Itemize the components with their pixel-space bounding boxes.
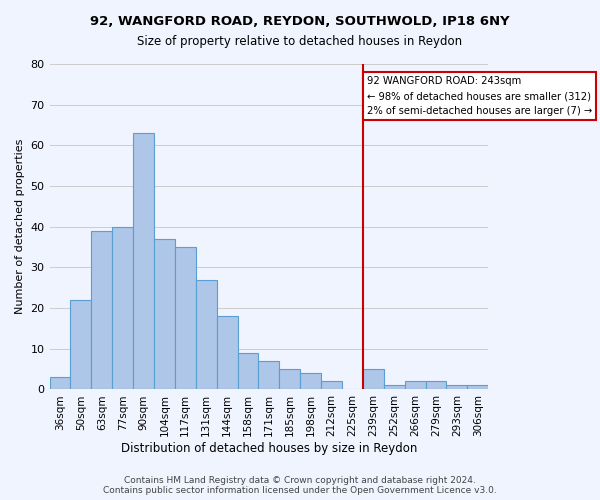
Bar: [133, 133, 154, 390]
Text: Contains HM Land Registry data © Crown copyright and database right 2024.
Contai: Contains HM Land Registry data © Crown c…: [103, 476, 497, 495]
Bar: [446, 386, 467, 390]
Text: 92, WANGFORD ROAD, REYDON, SOUTHWOLD, IP18 6NY: 92, WANGFORD ROAD, REYDON, SOUTHWOLD, IP…: [90, 15, 510, 28]
Bar: [91, 231, 112, 390]
Bar: [467, 386, 488, 390]
Bar: [70, 300, 91, 390]
Bar: [425, 382, 446, 390]
Bar: [321, 382, 342, 390]
Bar: [154, 239, 175, 390]
Bar: [50, 378, 70, 390]
Bar: [196, 280, 217, 390]
Bar: [404, 382, 425, 390]
Text: Size of property relative to detached houses in Reydon: Size of property relative to detached ho…: [137, 35, 463, 48]
Bar: [175, 247, 196, 390]
Bar: [112, 226, 133, 390]
X-axis label: Distribution of detached houses by size in Reydon: Distribution of detached houses by size …: [121, 442, 417, 455]
Bar: [363, 369, 384, 390]
Y-axis label: Number of detached properties: Number of detached properties: [15, 139, 25, 314]
Bar: [259, 361, 280, 390]
Bar: [280, 369, 300, 390]
Bar: [384, 386, 404, 390]
Text: 92 WANGFORD ROAD: 243sqm
← 98% of detached houses are smaller (312)
2% of semi-d: 92 WANGFORD ROAD: 243sqm ← 98% of detach…: [367, 76, 592, 116]
Bar: [238, 353, 259, 390]
Bar: [300, 373, 321, 390]
Bar: [217, 316, 238, 390]
